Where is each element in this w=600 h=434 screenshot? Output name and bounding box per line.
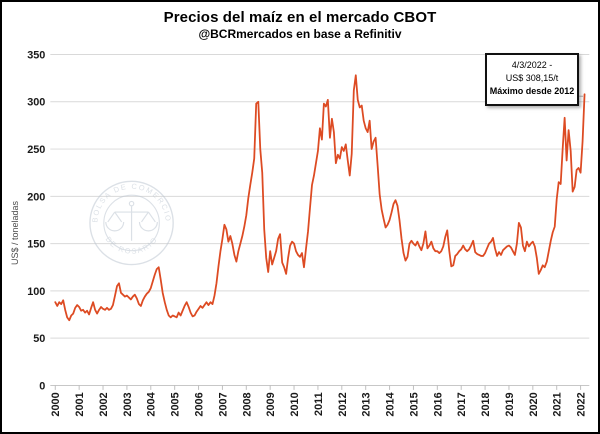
x-tick-label: 2020	[528, 392, 540, 416]
x-tick-label: 2016	[432, 392, 444, 416]
x-tick-label: 2021	[552, 392, 564, 416]
y-tick-label: 200	[27, 191, 45, 203]
x-tick-label: 2002	[98, 392, 110, 416]
callout-price: US$ 308,15/t	[505, 73, 559, 83]
max-price-callout: 4/3/2022 - US$ 308,15/t Máximo desde 201…	[485, 53, 579, 106]
watermark-inner-circle	[103, 194, 160, 252]
y-tick-label: 100	[27, 286, 45, 298]
price-line	[54, 74, 586, 322]
x-tick-label: 2014	[385, 392, 397, 416]
scales-icon	[105, 200, 158, 241]
watermark-logo: BOLSA DE COMERCIO DE ROSARIO	[89, 180, 174, 266]
x-tick-label: 2017	[456, 392, 468, 416]
title-block: Precios del maíz en el mercado CBOT @BCR…	[2, 9, 598, 41]
y-tick-label: 350	[27, 49, 45, 61]
x-tick-label: 2010	[289, 392, 301, 416]
watermark-outer-circle	[89, 180, 174, 266]
chart-subtitle: @BCRmercados en base a Refinitiv	[198, 27, 402, 41]
x-tick-label: 2019	[504, 392, 516, 416]
x-tick-label: 2022	[576, 392, 588, 416]
x-tick-label: 2006	[194, 392, 206, 416]
x-tick-label: 2004	[146, 392, 158, 416]
axes: 0 50 100 150 200 250 300 350 2000 2001 2002 2003 200…	[27, 49, 587, 416]
y-tick-label: 0	[39, 380, 45, 392]
y-axis-title: US$ / toneladas	[10, 200, 20, 265]
y-tick-label: 300	[27, 97, 45, 109]
y-tick-label: 150	[27, 239, 45, 251]
x-tick-label: 2011	[313, 392, 325, 416]
price-line-series	[54, 74, 586, 322]
y-tick-label: 250	[27, 144, 45, 156]
x-tick-label: 2018	[480, 392, 492, 416]
x-tick-label: 2003	[122, 392, 134, 416]
x-tick-label: 2000	[50, 392, 62, 416]
chart-title: Precios del maíz en el mercado CBOT	[163, 9, 437, 26]
x-tick-label: 2007	[217, 392, 229, 416]
x-tick-label: 2012	[337, 392, 349, 416]
y-tick-label: 50	[33, 333, 45, 345]
x-tick-label: 2005	[170, 392, 182, 416]
x-tick-label: 2009	[265, 392, 277, 416]
callout-date: 4/3/2022 -	[511, 60, 553, 70]
x-tick-label: 2013	[361, 392, 373, 416]
x-tick-label: 2008	[241, 392, 253, 416]
x-tick-label: 2015	[408, 392, 420, 416]
x-tick-label: 2001	[74, 392, 86, 416]
callout-note: Máximo desde 2012	[489, 86, 575, 96]
